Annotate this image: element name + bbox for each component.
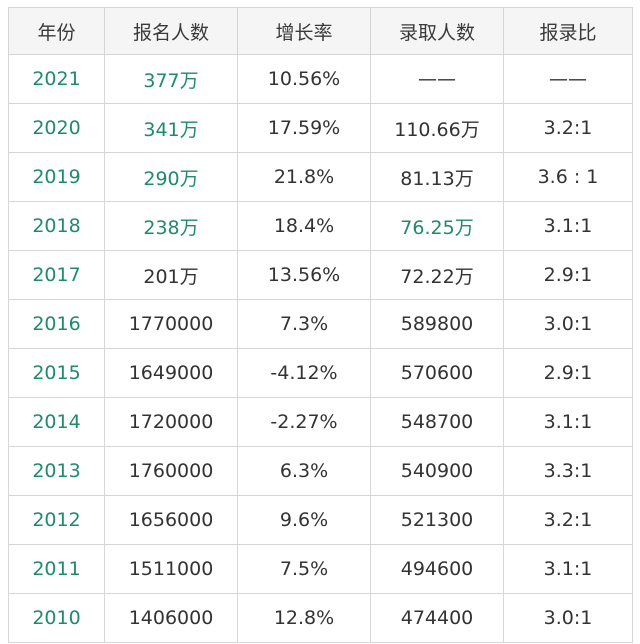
cell-growth-rate: 18.4% <box>237 201 371 251</box>
cell-applicants: 1649000 <box>104 348 238 398</box>
cell-admitted: 72.22万 <box>370 250 504 300</box>
admission-stats-table: 年份 报名人数 增长率 录取人数 报录比 2021 377万 10.56% ——… <box>8 7 633 643</box>
table-row: 2020 341万 17.59% 110.66万 3.2:1 <box>8 103 633 153</box>
table-row: 2012 1656000 9.6% 521300 3.2:1 <box>8 495 633 545</box>
table-row: 2021 377万 10.56% —— —— <box>8 54 633 104</box>
table-row: 2011 1511000 7.5% 494600 3.1:1 <box>8 544 633 594</box>
cell-applicants: 341万 <box>104 103 238 153</box>
cell-growth-rate: 9.6% <box>237 495 371 545</box>
header-applicants: 报名人数 <box>104 7 238 55</box>
cell-applicants: 290万 <box>104 152 238 202</box>
header-ratio: 报录比 <box>503 7 633 55</box>
cell-year: 2014 <box>8 397 105 447</box>
cell-year: 2011 <box>8 544 105 594</box>
header-year: 年份 <box>8 7 105 55</box>
cell-year: 2010 <box>8 593 105 643</box>
cell-growth-rate: 17.59% <box>237 103 371 153</box>
table-row: 2010 1406000 12.8% 474400 3.0:1 <box>8 593 633 643</box>
cell-ratio: 3.3:1 <box>503 446 633 496</box>
cell-applicants: 377万 <box>104 54 238 104</box>
cell-applicants: 1770000 <box>104 299 238 349</box>
cell-ratio: 2.9:1 <box>503 348 633 398</box>
cell-year: 2013 <box>8 446 105 496</box>
cell-applicants: 1760000 <box>104 446 238 496</box>
cell-applicants: 1406000 <box>104 593 238 643</box>
cell-growth-rate: 7.3% <box>237 299 371 349</box>
table-row: 2015 1649000 -4.12% 570600 2.9:1 <box>8 348 633 398</box>
cell-year: 2015 <box>8 348 105 398</box>
cell-admitted: 494600 <box>370 544 504 594</box>
cell-applicants: 1720000 <box>104 397 238 447</box>
cell-year: 2018 <box>8 201 105 251</box>
header-admitted: 录取人数 <box>370 7 504 55</box>
cell-year: 2021 <box>8 54 105 104</box>
cell-applicants: 1511000 <box>104 544 238 594</box>
cell-year: 2019 <box>8 152 105 202</box>
header-growth-rate: 增长率 <box>237 7 371 55</box>
cell-applicants: 238万 <box>104 201 238 251</box>
table-row: 2018 238万 18.4% 76.25万 3.1:1 <box>8 201 633 251</box>
cell-year: 2016 <box>8 299 105 349</box>
cell-admitted: 540900 <box>370 446 504 496</box>
table-row: 2016 1770000 7.3% 589800 3.0:1 <box>8 299 633 349</box>
cell-growth-rate: -2.27% <box>237 397 371 447</box>
cell-ratio: 3.6 : 1 <box>503 152 633 202</box>
cell-applicants: 1656000 <box>104 495 238 545</box>
table-header-row: 年份 报名人数 增长率 录取人数 报录比 <box>8 7 633 55</box>
cell-ratio: 3.2:1 <box>503 495 633 545</box>
cell-admitted: 548700 <box>370 397 504 447</box>
cell-growth-rate: 12.8% <box>237 593 371 643</box>
table-row: 2014 1720000 -2.27% 548700 3.1:1 <box>8 397 633 447</box>
cell-admitted: 570600 <box>370 348 504 398</box>
cell-growth-rate: -4.12% <box>237 348 371 398</box>
cell-year: 2020 <box>8 103 105 153</box>
cell-admitted: 110.66万 <box>370 103 504 153</box>
cell-year: 2017 <box>8 250 105 300</box>
cell-ratio: —— <box>503 54 633 104</box>
cell-ratio: 2.9:1 <box>503 250 633 300</box>
cell-ratio: 3.1:1 <box>503 544 633 594</box>
cell-ratio: 3.1:1 <box>503 201 633 251</box>
cell-admitted: 521300 <box>370 495 504 545</box>
cell-admitted: —— <box>370 54 504 104</box>
cell-admitted: 589800 <box>370 299 504 349</box>
data-table-container: 年份 报名人数 增长率 录取人数 报录比 2021 377万 10.56% ——… <box>8 7 633 643</box>
cell-year: 2012 <box>8 495 105 545</box>
cell-ratio: 3.1:1 <box>503 397 633 447</box>
cell-admitted: 474400 <box>370 593 504 643</box>
cell-admitted: 81.13万 <box>370 152 504 202</box>
cell-growth-rate: 21.8% <box>237 152 371 202</box>
cell-ratio: 3.2:1 <box>503 103 633 153</box>
cell-ratio: 3.0:1 <box>503 299 633 349</box>
table-row: 2017 201万 13.56% 72.22万 2.9:1 <box>8 250 633 300</box>
cell-applicants: 201万 <box>104 250 238 300</box>
cell-growth-rate: 10.56% <box>237 54 371 104</box>
table-row: 2019 290万 21.8% 81.13万 3.6 : 1 <box>8 152 633 202</box>
cell-growth-rate: 7.5% <box>237 544 371 594</box>
table-row: 2013 1760000 6.3% 540900 3.3:1 <box>8 446 633 496</box>
cell-growth-rate: 13.56% <box>237 250 371 300</box>
cell-ratio: 3.0:1 <box>503 593 633 643</box>
cell-admitted: 76.25万 <box>370 201 504 251</box>
cell-growth-rate: 6.3% <box>237 446 371 496</box>
